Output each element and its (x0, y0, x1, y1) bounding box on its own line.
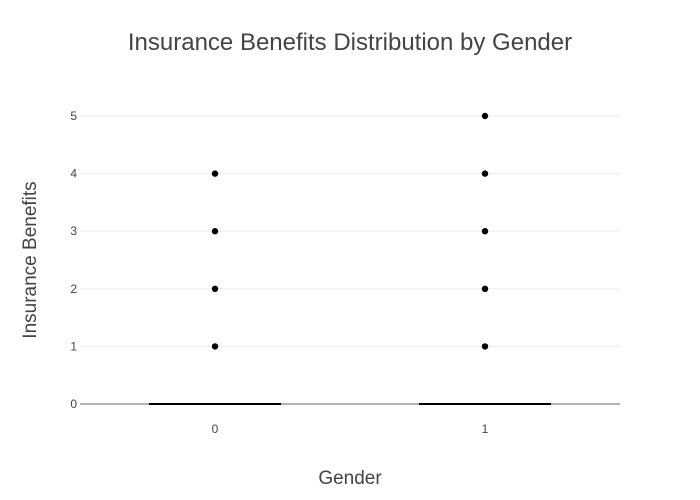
outlier-point (481, 285, 489, 292)
y-tick-label: 0 (70, 397, 77, 411)
outlier-point (211, 285, 219, 292)
outlier-point (481, 170, 489, 177)
outlier-points (211, 112, 489, 350)
outlier-point (481, 112, 489, 120)
y-axis-title: Insurance Benefits (20, 181, 41, 338)
y-tick-label: 2 (70, 282, 77, 296)
x-tick-label: 0 (212, 422, 219, 436)
outlier-point (481, 343, 489, 350)
outlier-point (211, 228, 219, 235)
outlier-point (481, 228, 489, 235)
x-tick-label: 1 (482, 422, 489, 436)
y-tick-label: 5 (70, 109, 77, 123)
outlier-point (211, 343, 219, 350)
chart-title: Insurance Benefits Distribution by Gende… (128, 29, 572, 56)
y-axis-ticks: 0 1 2 3 4 5 (70, 109, 77, 411)
grid-lines (80, 115, 620, 405)
x-axis-title: Gender (318, 468, 382, 489)
y-tick-label: 4 (70, 167, 77, 181)
y-tick-label: 3 (70, 224, 77, 238)
y-tick-label: 1 (70, 339, 77, 353)
outlier-point (211, 170, 219, 177)
